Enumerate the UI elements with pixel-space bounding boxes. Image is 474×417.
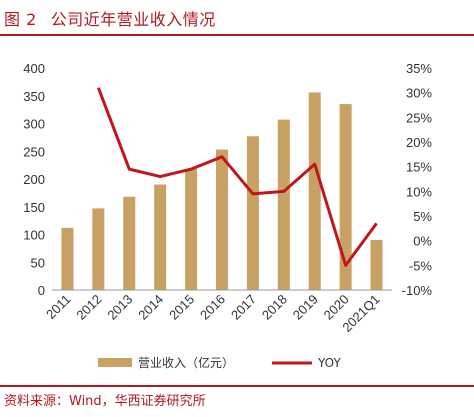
figure-title: 图 2 公司近年营业收入情况 xyxy=(4,6,216,30)
y-right-tick-label: -5% xyxy=(409,258,433,273)
x-tick-label: 2016 xyxy=(197,292,228,323)
y-right-tick-label: 15% xyxy=(406,160,432,175)
revenue-bar xyxy=(123,196,136,290)
revenue-bar xyxy=(308,92,321,290)
revenue-bar xyxy=(246,136,259,290)
source-rule xyxy=(0,385,474,387)
revenue-bar xyxy=(216,149,228,290)
y-left-tick-label: 400 xyxy=(23,61,45,76)
revenue-bar xyxy=(154,184,167,290)
y-right-tick-label: -10% xyxy=(402,283,433,298)
x-tick-label: 2015 xyxy=(166,292,197,323)
legend-bar-label: 营业收入（亿元） xyxy=(138,355,234,370)
revenue-bar xyxy=(92,208,105,290)
y-left-tick-label: 350 xyxy=(23,89,45,104)
revenue-bar xyxy=(339,104,352,290)
x-tick-label: 2013 xyxy=(104,292,135,323)
revenue-bar xyxy=(277,119,290,291)
y-right-tick-label: 25% xyxy=(406,110,432,125)
y-right-tick-label: 30% xyxy=(406,86,432,101)
x-tick-label: 2019 xyxy=(290,292,321,323)
bar-series xyxy=(61,92,383,291)
title-rule xyxy=(0,34,474,36)
revenue-bar xyxy=(61,227,74,290)
y-left-ticks: 0 50 100 150 200 250 300 350 400 xyxy=(23,61,45,298)
x-tick-label: 2014 xyxy=(135,292,166,323)
revenue-bar xyxy=(370,240,383,290)
x-tick-label: 2018 xyxy=(259,292,290,323)
x-tick-labels: 2011 2012 2013 2014 2015 2016 2017 2018 2019 2020… xyxy=(43,292,382,335)
y-left-tick-label: 0 xyxy=(38,283,45,298)
x-tick-label: 2017 xyxy=(228,292,259,323)
figure-title-text: 公司近年营业收入情况 xyxy=(50,10,216,29)
source-note: 资料来源：Wind，华西证券研究所 xyxy=(4,394,206,409)
y-right-tick-label: 0% xyxy=(413,234,432,249)
x-tick-label: 2012 xyxy=(73,292,104,323)
figure-number: 图 2 xyxy=(4,10,37,29)
legend-line-label: YOY xyxy=(317,356,341,370)
y-left-tick-label: 150 xyxy=(23,200,45,215)
y-right-tick-label: 35% xyxy=(406,61,432,76)
y-left-tick-label: 250 xyxy=(23,144,45,159)
legend: 营业收入（亿元） YOY xyxy=(98,355,341,370)
yoy-line xyxy=(96,87,378,267)
y-right-tick-label: 5% xyxy=(413,209,432,224)
y-left-tick-label: 50 xyxy=(31,255,45,270)
y-right-tick-label: 10% xyxy=(406,184,432,199)
x-tick-label: 2011 xyxy=(43,292,73,322)
revenue-chart: 0 50 100 150 200 250 300 350 400 -10% -5% 0% 5% 10% 1… xyxy=(23,61,433,370)
revenue-bar xyxy=(185,169,198,290)
y-left-tick-label: 100 xyxy=(23,228,45,243)
y-right-ticks: -10% -5% 0% 5% 10% 15% 20% 25% 30% 35% xyxy=(402,61,433,298)
legend-bar-swatch xyxy=(98,358,132,367)
y-left-tick-label: 300 xyxy=(23,117,45,132)
y-left-tick-label: 200 xyxy=(23,172,45,187)
y-right-tick-label: 20% xyxy=(406,135,432,150)
